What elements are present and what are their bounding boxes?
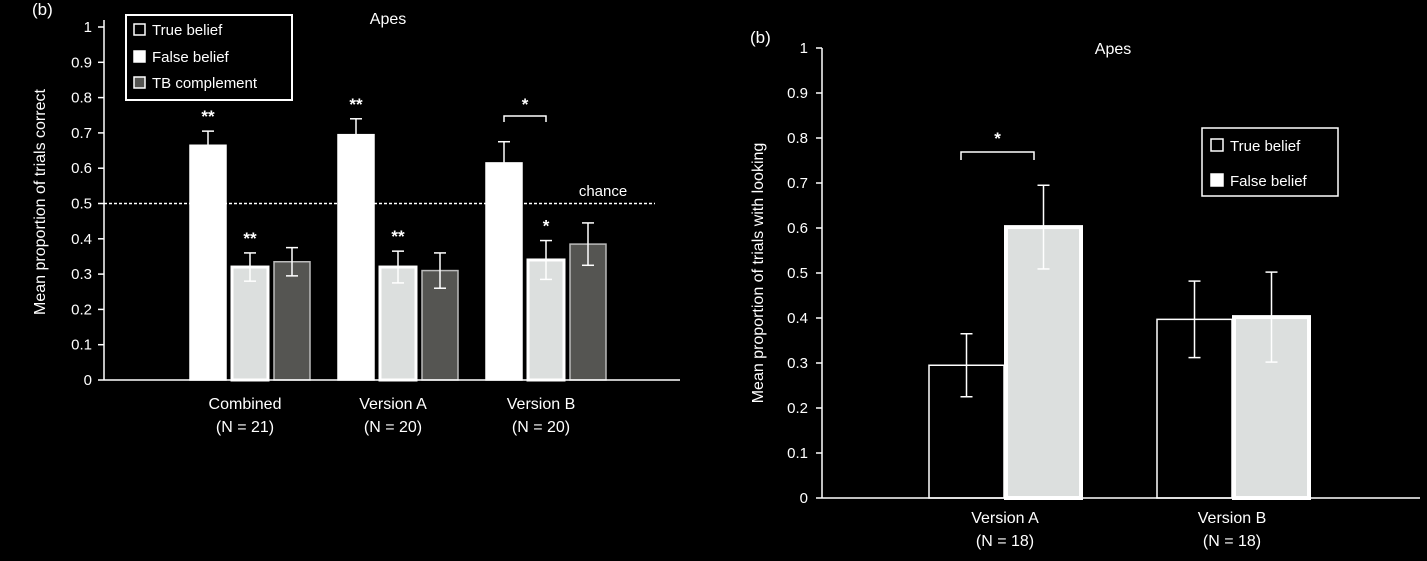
error-bar <box>1037 184 1050 270</box>
legend-swatch-tb-complement <box>133 76 146 89</box>
error-bar <box>582 222 594 267</box>
y-tick-label: 1 <box>84 19 92 36</box>
y-tick-label: 0 <box>84 372 92 389</box>
significance-star: ** <box>201 107 215 126</box>
legend-swatch-false-belief <box>133 50 146 63</box>
bars: ********* <box>189 95 607 382</box>
bar-tb-complement <box>569 243 607 381</box>
error-bar <box>1265 271 1278 363</box>
significance-star: ** <box>349 95 363 114</box>
category-label: Version B <box>1198 510 1266 527</box>
bar-true-belief <box>337 133 375 381</box>
category-labels: Version A (N = 18) Version B (N = 18) <box>971 510 1266 550</box>
error-bar <box>286 246 298 277</box>
y-tick-label: 0.4 <box>71 231 92 248</box>
error-bar <box>540 239 552 281</box>
chart-title: Apes <box>1095 41 1131 58</box>
legend-label: False belief <box>1230 173 1308 190</box>
legend: True belief False belief <box>1201 127 1339 197</box>
bars <box>928 184 1311 500</box>
bracket-line <box>960 151 1035 160</box>
y-tick-label: 0.5 <box>787 265 808 282</box>
category-label: Combined <box>209 396 282 413</box>
chart-correct-trials: (b) Apes Mean proportion of trials corre… <box>32 0 680 436</box>
category-label: Version B <box>507 396 575 413</box>
bar-true-belief <box>189 144 227 381</box>
category-labels: Combined (N = 21) Version A (N = 20) Ver… <box>209 396 576 436</box>
legend-label: True belief <box>1230 138 1301 155</box>
y-tick-label: 0.9 <box>71 54 92 71</box>
y-tick-label: 0.4 <box>787 310 808 327</box>
error-bar <box>392 250 404 284</box>
y-tick-labels: 0 0.1 0.2 0.3 0.4 0.5 0.6 0.7 0.8 0.9 1 <box>787 40 822 507</box>
bar-true-belief <box>485 162 523 381</box>
panel-label: (b) <box>32 0 53 19</box>
significance-bracket: * <box>503 95 547 122</box>
bar-tb-complement <box>273 260 311 381</box>
bar-false-belief <box>230 265 270 382</box>
y-tick-label: 0.6 <box>787 220 808 237</box>
y-tick-label: 1 <box>800 40 808 57</box>
y-tick-label: 0 <box>800 490 808 507</box>
error-bar <box>960 333 973 398</box>
y-tick-label: 0.1 <box>787 445 808 462</box>
y-tick-label: 0.2 <box>71 301 92 318</box>
category-label: Version A <box>359 396 427 413</box>
y-axis-label: Mean proportion of trials with looking <box>750 143 767 404</box>
y-tick-label: 0.7 <box>71 125 92 142</box>
bracket-star: * <box>522 95 529 114</box>
y-tick-label: 0.1 <box>71 337 92 354</box>
significance-star: ** <box>243 229 257 248</box>
significance-bracket: * <box>960 129 1035 160</box>
legend-swatch-false-belief <box>1210 173 1224 187</box>
legend-swatch-true-belief <box>133 23 146 36</box>
y-tick-label: 0.9 <box>787 85 808 102</box>
bracket-star: * <box>994 129 1001 148</box>
significance-star: * <box>543 217 550 236</box>
bar-false-belief <box>1004 225 1083 500</box>
chance-label: chance <box>579 183 627 200</box>
bar-false-belief <box>378 265 418 382</box>
legend-label: True belief <box>152 22 223 39</box>
category-n-label: (N = 20) <box>364 419 422 436</box>
category-n-label: (N = 20) <box>512 419 570 436</box>
y-tick-labels: 0 0.1 0.2 0.3 0.4 0.5 0.6 0.7 0.8 0.9 1 <box>71 19 104 389</box>
significance-star: ** <box>391 227 405 246</box>
category-n-label: (N = 18) <box>976 533 1034 550</box>
chart-looking-trials: (b) Apes Mean proportion of trials with … <box>750 28 1420 550</box>
chart-title: Apes <box>370 11 406 28</box>
category-n-label: (N = 21) <box>216 419 274 436</box>
legend-box <box>1201 127 1339 197</box>
y-tick-label: 0.3 <box>787 355 808 372</box>
error-bar <box>202 130 214 161</box>
y-tick-label: 0.7 <box>787 175 808 192</box>
error-bar <box>434 252 446 289</box>
error-bar <box>498 140 510 185</box>
y-axis-label: Mean proportion of trials correct <box>32 89 49 315</box>
y-tick-label: 0.2 <box>787 400 808 417</box>
error-bar <box>244 252 256 282</box>
y-tick-label: 0.6 <box>71 160 92 177</box>
error-bar <box>1188 280 1201 359</box>
legend-label: TB complement <box>152 75 258 92</box>
category-n-label: (N = 18) <box>1203 533 1261 550</box>
category-label: Version A <box>971 510 1039 527</box>
legend: True belief False belief TB complement <box>125 14 293 101</box>
bracket-line <box>503 115 547 122</box>
y-tick-label: 0.5 <box>71 196 92 213</box>
legend-box <box>125 14 293 101</box>
panel-label: (b) <box>750 28 771 47</box>
y-tick-label: 0.3 <box>71 266 92 283</box>
legend-swatch-true-belief <box>1210 138 1224 152</box>
y-tick-label: 0.8 <box>71 90 92 107</box>
legend-label: False belief <box>152 49 230 66</box>
error-bar <box>350 118 362 152</box>
y-tick-label: 0.8 <box>787 130 808 147</box>
